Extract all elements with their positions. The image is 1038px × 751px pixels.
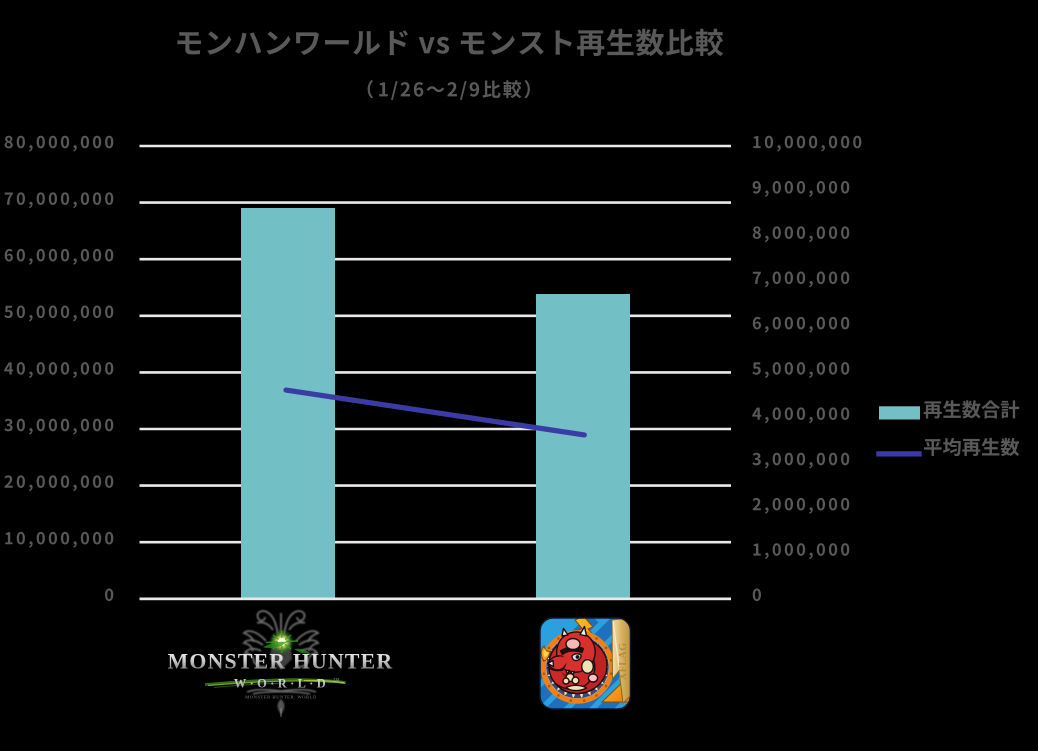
- svg-text:W·O·R·L·D: W·O·R·L·D: [234, 677, 329, 691]
- svg-text:XFLAG: XFLAG: [618, 643, 629, 681]
- svg-text:MONSTER HUNTER: WORLD: MONSTER HUNTER: WORLD: [245, 695, 317, 700]
- svg-text:TM: TM: [333, 677, 340, 682]
